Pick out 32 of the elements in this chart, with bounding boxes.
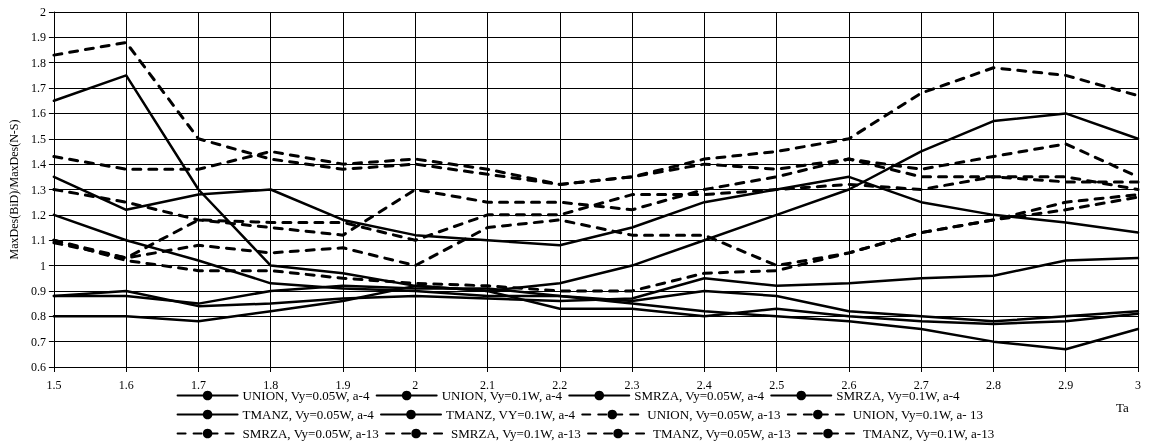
legend-label: SMRZA, Vy=0.1W, a-13 [451, 426, 581, 441]
x-tick-label: 2.8 [985, 378, 1001, 392]
y-tick-label: 1.5 [30, 131, 46, 146]
y-tick-label: 1.8 [30, 55, 46, 70]
y-tick-label: 1.4 [30, 157, 46, 172]
x-axis-title: Ta [1116, 400, 1130, 415]
y-tick-label: 1.6 [30, 106, 46, 121]
y-tick-label: 1.9 [30, 30, 46, 45]
legend-label: TMANZ, VY=0.1W, a-4 [446, 407, 576, 422]
y-tick-label: 1.2 [30, 207, 46, 222]
y-axis-title: MaxDes(BiD)/MaxDes(N-S) [7, 119, 21, 260]
y-tick-label: 2 [39, 5, 46, 19]
x-tick-label: 2.9 [1058, 378, 1074, 392]
legend-label: TMANZ, Vy=0.1W, a-13 [862, 426, 995, 441]
x-tick-label: 1.7 [190, 378, 206, 392]
legend-label: UNION, Vy=0.05W, a-13 [647, 407, 781, 422]
legend-label: SMRZA, Vy=0.05W, a-13 [242, 426, 379, 441]
y-tick-label: 1 [39, 258, 46, 273]
x-tick-label: 2.5 [769, 378, 785, 392]
y-tick-label: 1.3 [30, 182, 46, 197]
y-tick-label: 0.8 [30, 309, 46, 324]
legend-label: TMANZ, Vy=0.05W, a-13 [653, 426, 791, 441]
x-tick-label: 1.6 [118, 378, 134, 392]
x-tick-label: 3 [1135, 378, 1141, 392]
legend-label: UNION, Vy=0.1W, a- 13 [852, 407, 983, 422]
y-tick-label: 0.9 [30, 283, 46, 298]
x-tick-label: 2 [412, 378, 419, 392]
y-tick-label: 1.7 [30, 81, 46, 96]
legend-label: TMANZ, Vy=0.05W, a-4 [242, 407, 375, 422]
y-tick-label: 0.7 [30, 334, 46, 349]
y-tick-label: 0.6 [30, 360, 46, 374]
y-tick-label: 1.1 [30, 233, 46, 248]
